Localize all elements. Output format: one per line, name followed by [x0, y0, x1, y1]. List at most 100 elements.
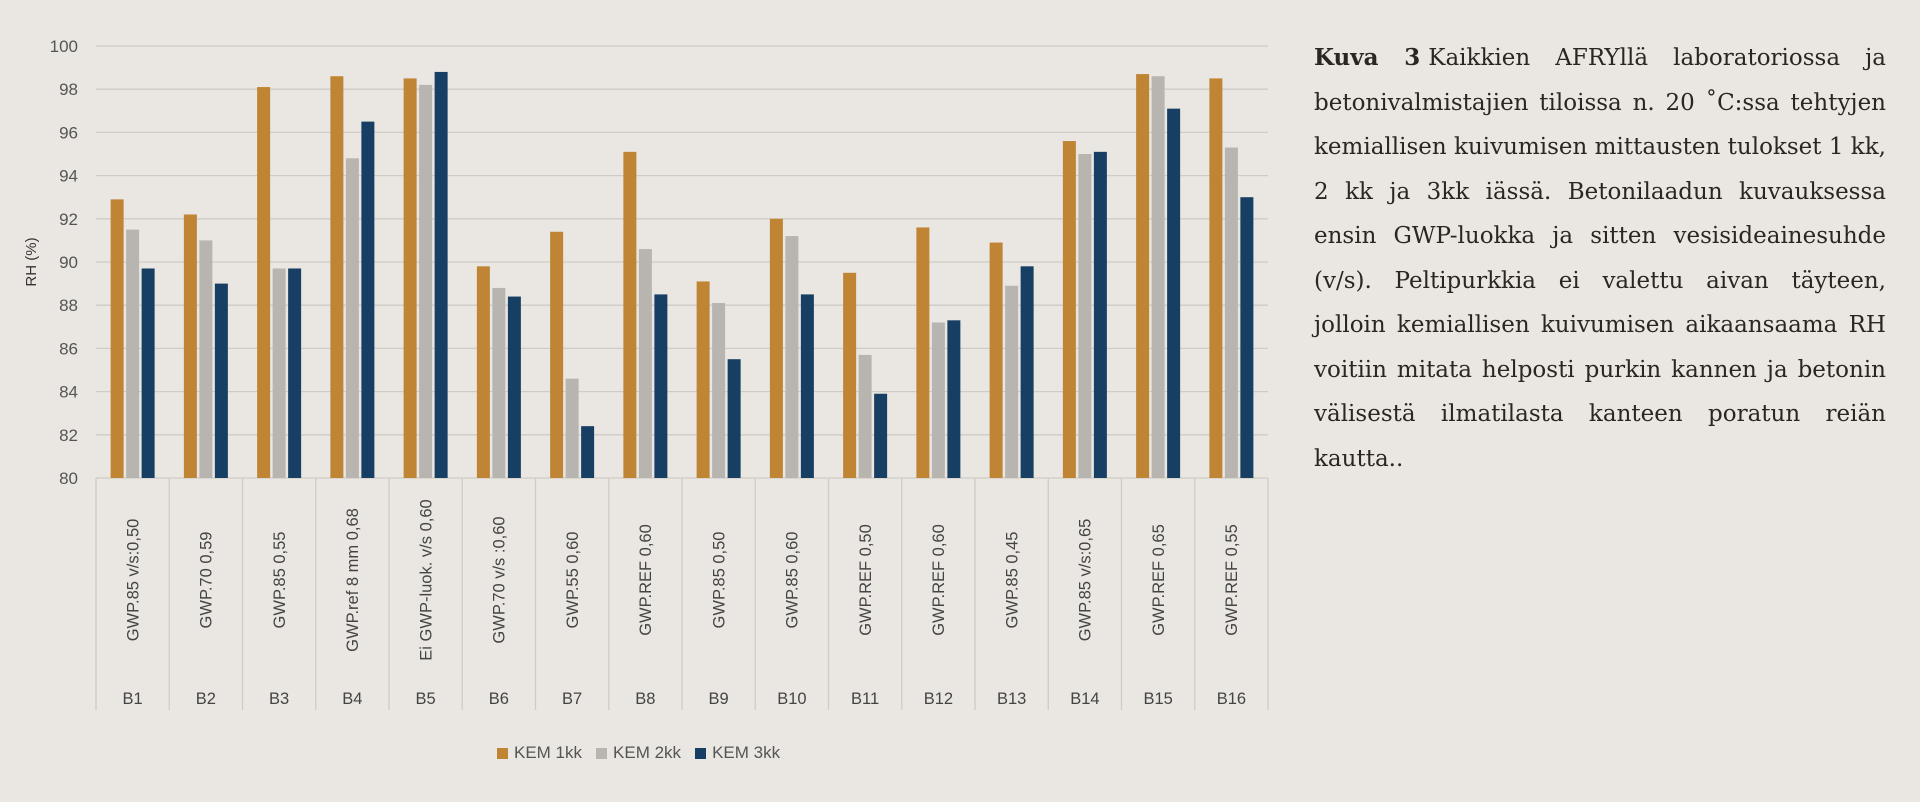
- bar-kem-3kk: [1240, 197, 1254, 478]
- x-category-label: B12: [924, 690, 953, 708]
- legend-swatch: [596, 747, 608, 759]
- y-tick-label: 100: [50, 37, 78, 56]
- bar-kem-1kk: [843, 272, 857, 478]
- bar-kem-1kk: [696, 281, 710, 478]
- bar-kem-1kk: [110, 199, 124, 479]
- x-sublabel: GWP.85 v/s:0,65: [1077, 519, 1095, 642]
- x-category-label: B3: [269, 690, 289, 708]
- x-sublabel: GWP.70 0,59: [198, 532, 216, 629]
- bar-kem-1kk: [403, 78, 417, 479]
- legend-label: KEM 2kk: [613, 743, 682, 762]
- bar-kem-3kk: [1167, 108, 1181, 478]
- x-category-label: B8: [635, 690, 655, 708]
- bar-kem-1kk: [1209, 78, 1223, 479]
- y-tick-label: 90: [59, 253, 78, 272]
- bar-kem-2kk: [345, 158, 359, 478]
- x-sublabel: GWP.REF 0,65: [1150, 524, 1168, 636]
- bar-kem-2kk: [565, 378, 579, 478]
- x-sublabel: GWP.85 0,60: [784, 532, 802, 629]
- x-sublabel: GWP.REF 0,55: [1223, 524, 1241, 636]
- bar-kem-2kk: [126, 229, 140, 478]
- bar-kem-1kk: [476, 266, 490, 478]
- x-sublabel: GWP.85 0,55: [271, 532, 289, 629]
- bar-chart: 80 82 84 86 88 90 92 94 96 98 100 RH (%) GWP.85 v/s:…: [23, 37, 1269, 763]
- y-tick-label: 84: [59, 383, 78, 402]
- legend-swatch: [695, 747, 707, 759]
- figure-caption: Kuva 3 Kaikkien AFRYllä laboratoriossa ja…: [1314, 36, 1886, 481]
- y-axis-label: RH (%): [23, 237, 40, 286]
- bar-kem-2kk: [858, 354, 872, 478]
- bar-kem-1kk: [769, 218, 783, 479]
- bar-kem-3kk: [654, 294, 668, 478]
- bar-kem-3kk: [214, 283, 228, 478]
- bar-kem-1kk: [257, 87, 271, 478]
- bar-kem-3kk: [947, 320, 961, 478]
- bar-kem-1kk: [183, 214, 197, 479]
- legend-label: KEM 1kk: [514, 743, 583, 762]
- bar-kem-3kk: [800, 294, 814, 478]
- bar-kem-3kk: [361, 121, 375, 478]
- bar-kem-3kk: [874, 393, 888, 478]
- x-sublabel: GWP.REF 0,60: [637, 524, 655, 636]
- x-category-label: B5: [416, 690, 436, 708]
- x-category-label: B15: [1143, 690, 1172, 708]
- bar-kem-2kk: [199, 240, 213, 478]
- x-sublabel: GWP.ref 8 mm 0,68: [344, 508, 362, 652]
- bar-kem-1kk: [550, 231, 564, 478]
- bar-kem-1kk: [989, 242, 1003, 478]
- bar-kem-2kk: [712, 303, 726, 478]
- x-sublabel: GWP.55 0,60: [564, 532, 582, 629]
- bar-kem-3kk: [1093, 151, 1107, 478]
- bar-kem-1kk: [1062, 141, 1076, 479]
- y-tick-label: 96: [59, 123, 78, 142]
- bar-kem-2kk: [272, 268, 286, 478]
- x-category-label: B7: [562, 690, 582, 708]
- y-tick-label: 88: [59, 296, 78, 315]
- chart-svg: 80 82 84 86 88 90 92 94 96 98 100 RH (%) GWP.85 v/s:…: [23, 37, 1269, 710]
- x-category-label: B9: [709, 690, 729, 708]
- x-sublabel: GWP.REF 0,60: [930, 524, 948, 636]
- bar-kem-3kk: [507, 296, 521, 478]
- x-category-label: B4: [342, 690, 362, 708]
- chart-legend: KEM 1kk KEM 2kk KEM 3kk: [497, 743, 780, 763]
- x-category-label: B6: [489, 690, 509, 708]
- bar-kem-2kk: [1078, 154, 1092, 478]
- x-category-label: B1: [123, 690, 143, 708]
- y-tick-label: 92: [59, 210, 78, 229]
- x-category-label: B10: [777, 690, 806, 708]
- x-sublabel: GWP.85 0,50: [710, 532, 728, 629]
- x-category-label: B14: [1070, 690, 1099, 708]
- legend-item: KEM 3kk: [695, 743, 780, 763]
- legend-swatch: [497, 747, 508, 759]
- x-sublabel: GWP.85 0,45: [1003, 532, 1021, 629]
- y-tick-label: 80: [59, 469, 78, 488]
- legend-label: KEM 3kk: [712, 743, 781, 762]
- bar-kem-3kk: [434, 71, 448, 479]
- bar-kem-1kk: [623, 151, 637, 478]
- bar-kem-2kk: [931, 322, 945, 478]
- bar-kem-2kk: [638, 249, 652, 478]
- x-category-label: B2: [196, 690, 216, 708]
- bar-kem-3kk: [141, 268, 155, 478]
- bar-kem-3kk: [581, 426, 595, 478]
- x-category-label: B11: [851, 690, 879, 708]
- bar-kem-2kk: [785, 236, 799, 478]
- bar-kem-1kk: [330, 76, 344, 479]
- bar-kem-3kk: [727, 359, 741, 478]
- bar-kem-3kk: [288, 268, 302, 478]
- y-tick-label: 98: [59, 80, 78, 99]
- y-tick-label: 86: [59, 339, 78, 358]
- y-tick-label: 82: [59, 426, 78, 445]
- legend-item: KEM 2kk: [596, 743, 681, 763]
- bar-kem-2kk: [419, 84, 433, 478]
- y-tick-label: 94: [59, 167, 78, 186]
- x-category-label: B16: [1217, 690, 1246, 708]
- x-category-label: B13: [997, 690, 1026, 708]
- bar-kem-3kk: [1020, 266, 1034, 478]
- x-sublabel: Ei GWP-luok. v/s 0,60: [417, 499, 435, 660]
- bar-kem-1kk: [916, 227, 930, 478]
- bar-kem-2kk: [1151, 76, 1165, 479]
- bar-kem-1kk: [1136, 74, 1150, 478]
- bar-kem-2kk: [1005, 285, 1019, 478]
- x-sublabel: GWP.REF 0,50: [857, 524, 875, 636]
